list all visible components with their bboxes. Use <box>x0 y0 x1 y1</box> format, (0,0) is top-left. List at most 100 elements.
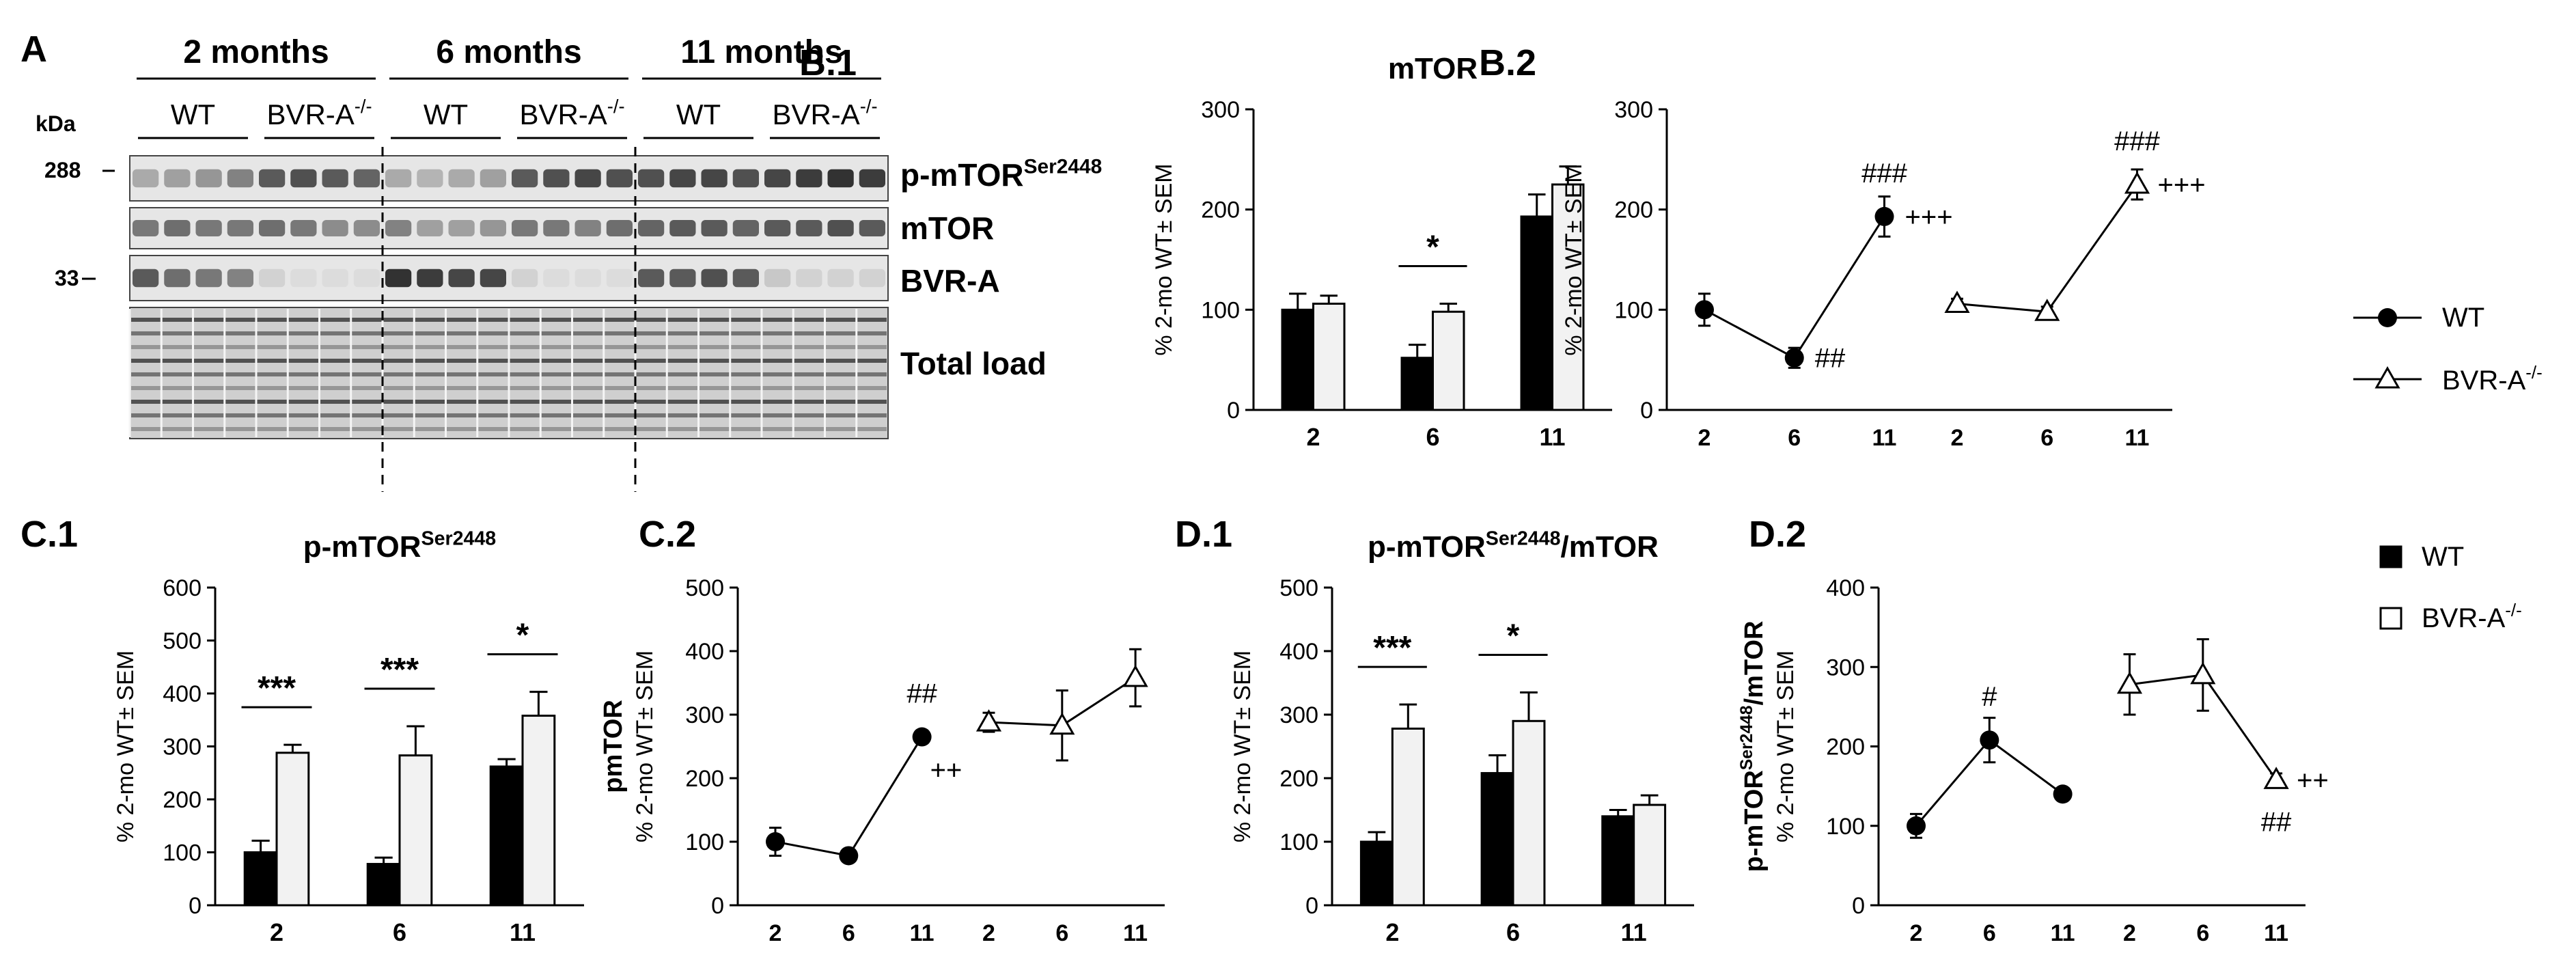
chart-C1-ylabel: % 2-mo WT± SEM <box>113 650 139 842</box>
chart-B1-bar <box>1432 310 1465 411</box>
legend-wt-marker <box>2378 308 2397 327</box>
chart-D2-ylabel-bold: p-mTORSer2448/mTOR <box>1738 621 1769 872</box>
legend-bvr-label-main: BVR-A <box>2422 603 2506 633</box>
chart-C2-y-tick-label: 200 <box>685 766 724 792</box>
p-mtor-band <box>543 169 570 188</box>
p-mtor-band <box>385 169 412 188</box>
bvra-band <box>195 269 222 288</box>
chart-D1-bar <box>1391 727 1425 907</box>
age-group-label: 6 months <box>436 34 581 70</box>
chart-B2-annotation: +++ <box>1905 202 1953 232</box>
chart-D2-x-tick-label: 11 <box>2264 920 2288 946</box>
chart-D2-point-wt <box>1907 816 1926 836</box>
chart-C2-y-tick-label: 400 <box>685 639 724 665</box>
chart-D1-sig-label: * <box>1507 618 1520 654</box>
chart-C1-bar <box>366 863 401 907</box>
chart-B1-bar <box>1281 308 1314 411</box>
chart-D1-y-tick-label: 400 <box>1279 639 1318 665</box>
chart-C1-y-tick-label: 0 <box>189 893 202 919</box>
age-group-label: 11 months <box>680 34 842 70</box>
mtor-band <box>827 220 854 236</box>
chart-C2-x-tick-label: 11 <box>910 920 934 946</box>
chart-C2-point-wt <box>766 832 785 851</box>
bvra-band <box>701 269 728 288</box>
chart-D2-x-tick-label: 6 <box>2196 920 2209 946</box>
band-label-total: Total load <box>900 346 1047 381</box>
chart-B1-y-tick-label: 200 <box>1201 197 1240 223</box>
chart-D1-bar <box>1633 803 1667 907</box>
legend-wt-label: WT <box>2442 303 2484 333</box>
panel-letter-C1: C.1 <box>20 514 78 555</box>
bar-chart-C1: 0 100 200 300 400 500 600 p-mTORSer2448 % 2-mo W… <box>113 527 584 946</box>
chart-D1-x-tick-label: 6 <box>1506 918 1520 946</box>
chart-D2-y-tick-label: 300 <box>1826 655 1865 680</box>
chart-D1-bar <box>1359 840 1394 907</box>
p-mtor-band <box>638 169 665 188</box>
chart-D1-title-suffix: /mTOR <box>1561 530 1659 564</box>
mtor-band <box>512 220 538 236</box>
genotype-label-sup: -/- <box>860 96 878 117</box>
chart-B1-bar <box>1400 357 1434 411</box>
chart-C2-ylabel-bold: pmTOR <box>599 700 628 793</box>
bvra-band <box>732 269 759 288</box>
chart-C1-sig-label: *** <box>258 670 296 706</box>
mtor-band <box>796 220 822 236</box>
chart-B2-ylabel-bold: mTOR <box>1528 221 1557 298</box>
chart-C1-bar <box>521 715 556 907</box>
chart-C2-point-wt <box>839 846 859 866</box>
p-mtor-band <box>259 169 286 188</box>
chart-C2-y-tick-label: 500 <box>685 575 724 601</box>
p-mtor-band <box>164 169 191 188</box>
band-label-p-mtor-main: p-mTOR <box>900 157 1024 193</box>
p-mtor-band <box>417 169 443 188</box>
legend-bvr-marker <box>2374 366 2400 389</box>
genotype-label: BVR-A-/- <box>266 96 372 130</box>
chart-B2-y-tick-label: 200 <box>1614 197 1653 223</box>
genotype-label-sup: -/- <box>607 96 625 117</box>
chart-B2-x-tick-label: 2 <box>1698 425 1711 451</box>
mtor-band <box>764 220 791 236</box>
chart-B2-point-bvr <box>2034 299 2060 321</box>
genotype-label-main: WT <box>676 98 721 130</box>
legend-bvr-swatch <box>2379 607 2402 630</box>
chart-D1-x-tick-label: 2 <box>1385 918 1399 946</box>
chart-C2-x-tick-label: 6 <box>842 920 855 946</box>
mtor-band <box>322 220 348 236</box>
chart-B2-y-tick-label: 0 <box>1640 398 1653 424</box>
band-label-mtor: mTOR <box>900 210 994 246</box>
chart-D1-y-tick-label: 300 <box>1279 702 1318 728</box>
chart-C1-y-tick-label: 200 <box>163 787 202 813</box>
kda-label: kDa <box>36 111 76 136</box>
bvra-band <box>543 269 570 288</box>
chart-D2-ylabel-bold-suffix: /mTOR <box>1740 621 1769 706</box>
p-mtor-band <box>827 169 854 188</box>
bar-legend: WT BVR-A-/- <box>2379 542 2522 633</box>
chart-B2-x-tick-label: 6 <box>2040 425 2053 451</box>
bvra-band <box>574 269 601 288</box>
mtor-band <box>227 220 253 236</box>
chart-D1-ylabel: % 2-mo WT± SEM <box>1230 650 1256 842</box>
chart-C1-title-sup: Ser2448 <box>421 527 497 549</box>
legend-wt-label: WT <box>2422 542 2464 572</box>
chart-D2-ylabel-bold-main: p-mTOR <box>1740 770 1769 872</box>
chart-D1-y-tick-label: 100 <box>1279 829 1318 855</box>
bvra-band <box>322 269 348 288</box>
mtor-band <box>417 220 443 236</box>
p-mtor-band <box>512 169 538 188</box>
genotype-label: WT <box>424 98 468 130</box>
mtor-band <box>606 220 633 236</box>
bvra-band <box>227 269 253 288</box>
bvra-band <box>638 269 665 288</box>
legend-wt-swatch <box>2379 545 2402 568</box>
bvra-band <box>669 269 696 288</box>
bvra-band <box>259 269 286 288</box>
chart-D1-bar <box>1480 772 1514 907</box>
chart-B2-x-tick-label: 11 <box>1872 425 1897 451</box>
mtor-band <box>859 220 885 236</box>
chart-D2-point-bvr <box>2190 661 2216 685</box>
chart-C1-title-main: p-mTOR <box>303 530 421 564</box>
